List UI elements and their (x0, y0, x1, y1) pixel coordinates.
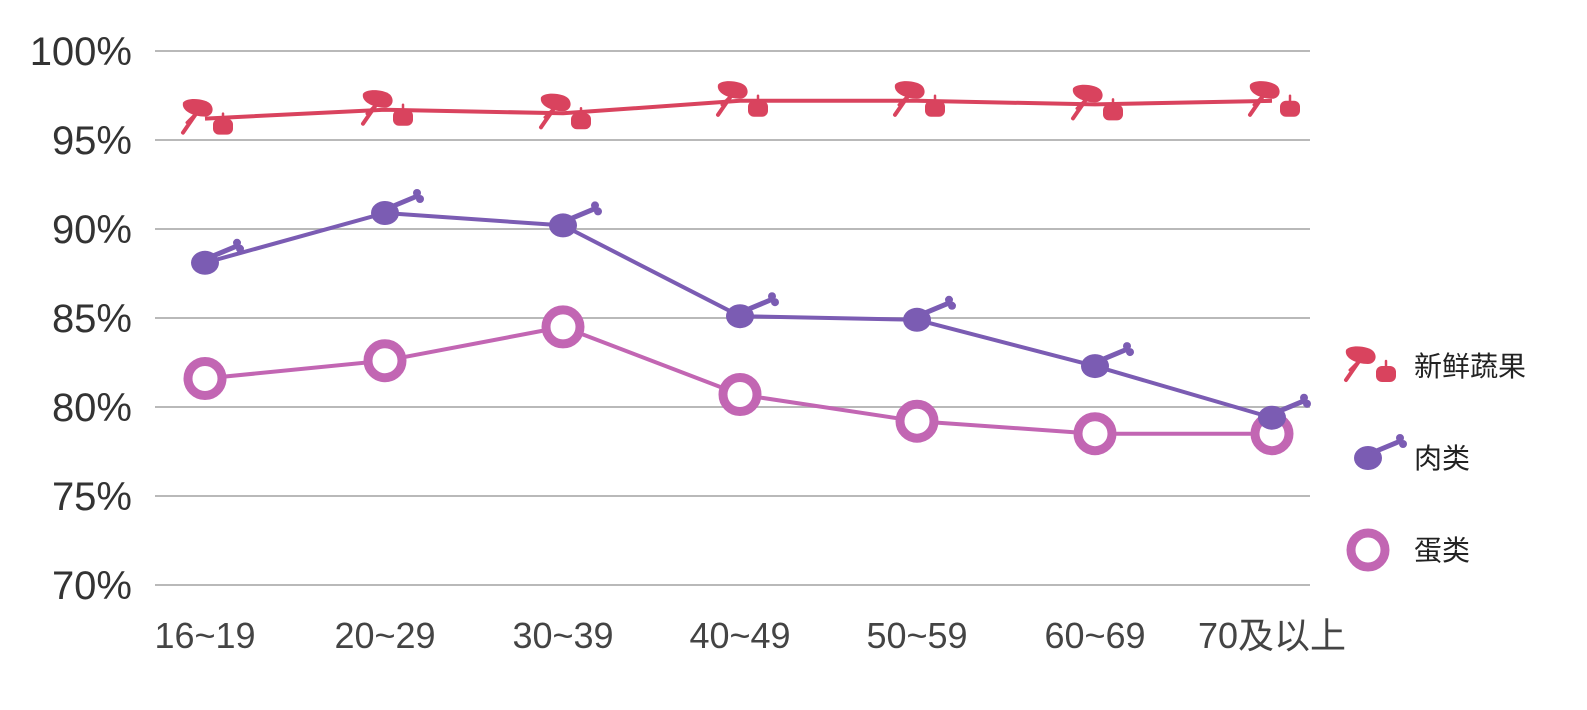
vegetable-fruit-icon (1344, 346, 1396, 382)
egg-ring-icon (1346, 528, 1390, 572)
y-axis-ticks: 100% 95% 90% 85% 80% 75% 70% (30, 30, 132, 608)
x-tick-label: 20~29 (334, 615, 435, 656)
data-point (363, 339, 407, 383)
series-line (204, 98, 1273, 121)
data-point (549, 201, 602, 238)
data-point (716, 81, 768, 117)
data-point (895, 399, 939, 443)
data-point (181, 98, 233, 135)
legend-label: 蛋类 (1414, 534, 1470, 567)
data-point (903, 295, 956, 332)
y-tick-label: 80% (52, 386, 132, 430)
data-point (726, 292, 779, 329)
data-point (191, 238, 244, 275)
legend-label: 肉类 (1414, 442, 1470, 475)
data-point (1073, 412, 1117, 456)
x-tick-label: 50~59 (866, 615, 967, 656)
data-point (1081, 342, 1134, 379)
data-point (539, 93, 591, 130)
y-tick-label: 95% (52, 119, 132, 163)
series-lines (181, 81, 1311, 456)
y-tick-label: 75% (52, 475, 132, 519)
data-point (893, 81, 945, 117)
data-point (1071, 84, 1123, 121)
x-tick-label: 16~19 (154, 615, 255, 656)
x-axis-ticks: 16~19 20~29 30~39 40~49 50~59 60~69 70及以上 (154, 615, 1346, 656)
data-point (371, 189, 424, 225)
x-tick-label: 30~39 (512, 615, 613, 656)
y-tick-label: 85% (52, 297, 132, 341)
x-tick-label: 40~49 (689, 615, 790, 656)
data-point (183, 357, 227, 400)
legend-label: 新鲜蔬果 (1414, 350, 1526, 383)
y-tick-label: 100% (30, 30, 132, 74)
data-point (361, 90, 413, 126)
data-point (541, 305, 585, 349)
drumstick-icon (1354, 434, 1407, 470)
y-tick-label: 70% (52, 564, 132, 608)
y-tick-label: 90% (52, 208, 132, 252)
x-tick-label: 70及以上 (1198, 615, 1346, 656)
x-tick-label: 60~69 (1044, 615, 1145, 656)
data-point (1258, 393, 1311, 430)
data-point (1248, 81, 1300, 117)
data-point (718, 373, 762, 416)
